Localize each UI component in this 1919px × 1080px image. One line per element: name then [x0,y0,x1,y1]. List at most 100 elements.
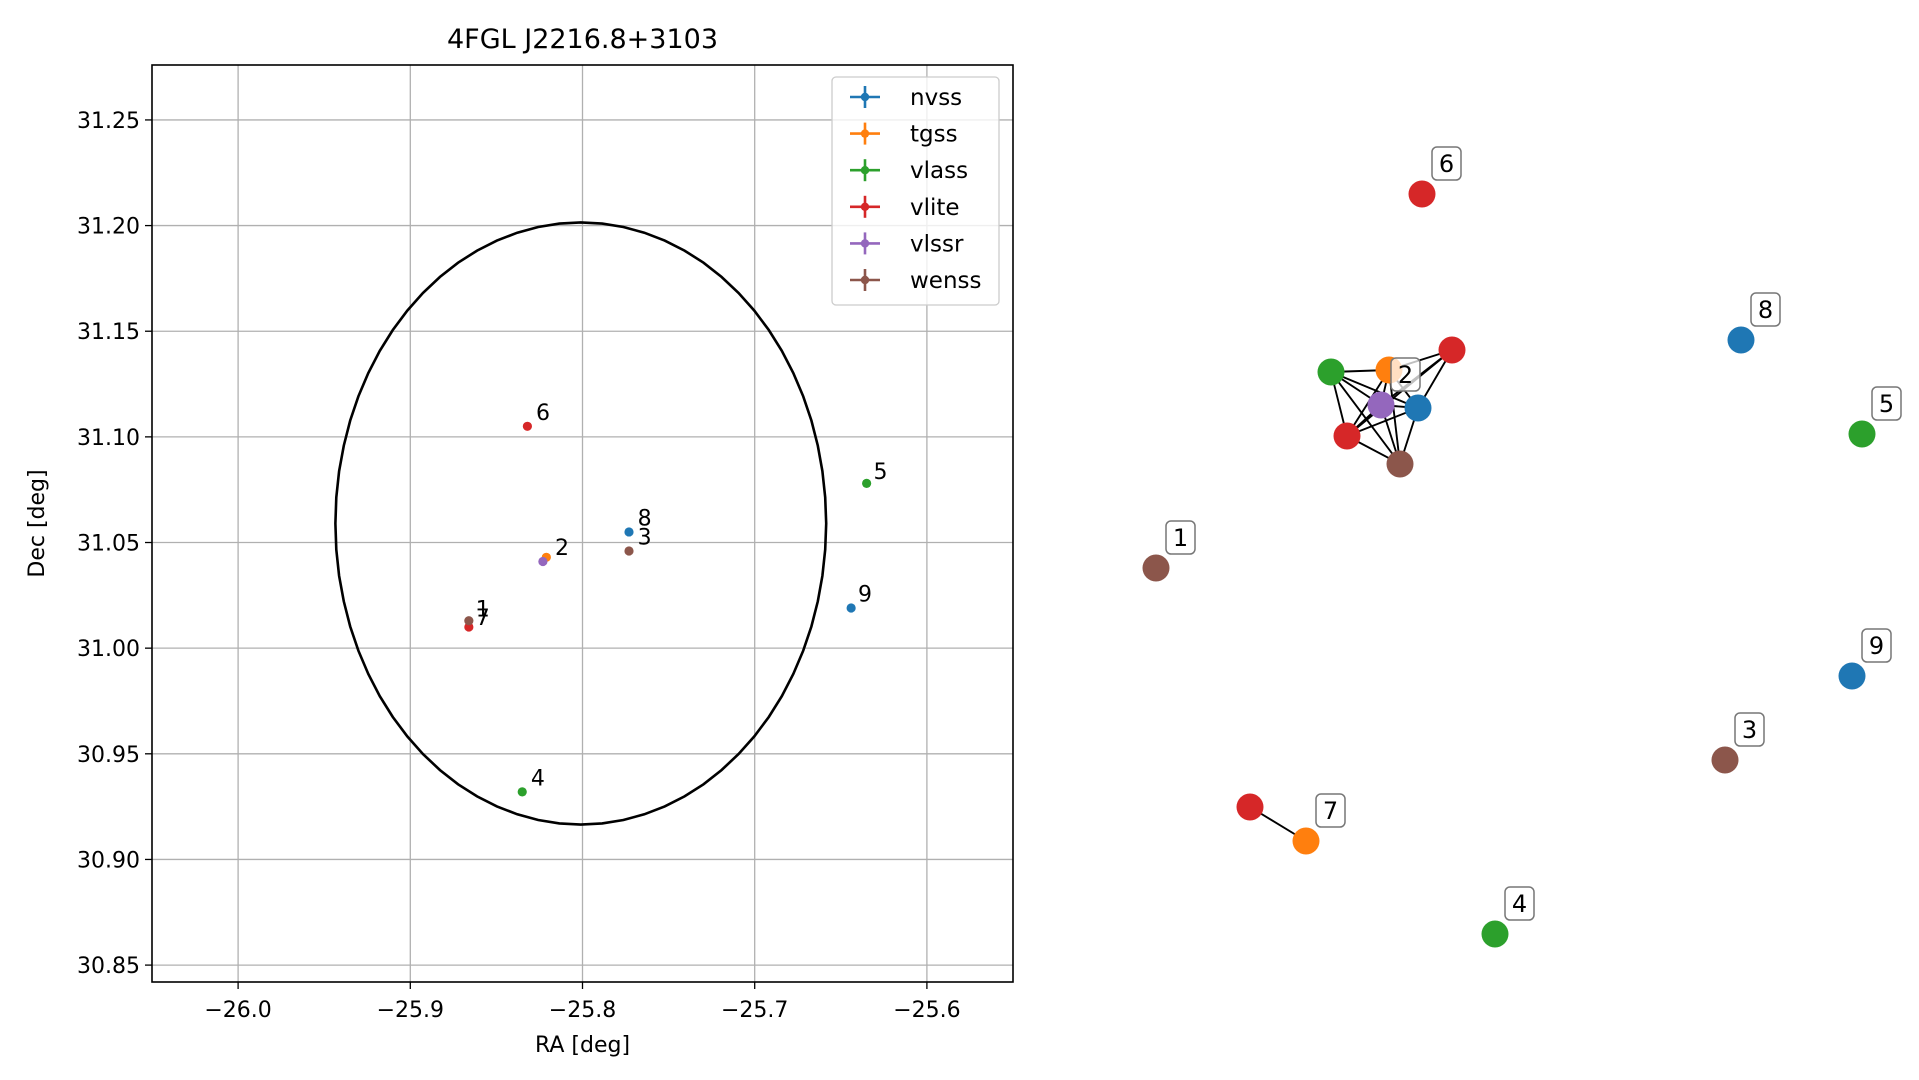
x-axis-label: RA [deg] [535,1033,630,1058]
legend-marker [860,129,870,138]
y-tick-label: 30.85 [77,954,140,979]
y-tick-label: 31.00 [77,637,140,662]
points-layer [464,421,872,797]
node-label-text: 7 [1323,797,1338,825]
node-label-text: 1 [1173,524,1188,552]
chart-title: 4FGL J2216.8+3103 [447,24,718,55]
y-axis-label: Dec [deg] [25,469,50,577]
network-node [1727,326,1755,354]
node-label-box [1390,357,1421,392]
node-label-box [1871,386,1902,421]
legend-marker [860,166,870,175]
legend-label: nvss [910,85,962,111]
legend-entries: nvss tgss vlass vlite vlssr wenss [850,85,982,294]
legend-entry-vlite: vlite [850,195,960,221]
node-label-box [1734,712,1765,747]
network-panel: 1 2 3 4 5 6 7 8 9 [1142,146,1902,948]
legend-entry-vlass: vlass [850,158,968,184]
y-tick-label: 31.05 [77,532,140,557]
y-tick-label: 31.25 [77,109,140,134]
node-label-box [1431,146,1462,181]
legend-entry-tgss: tgss [850,122,958,148]
y-tick-label: 30.95 [77,743,140,768]
point-annotation: 5 [874,460,888,485]
network-node [1142,554,1170,582]
data-point-vlass [862,478,872,488]
network-node [1236,793,1264,821]
network-edge [1346,349,1453,437]
legend-entry-vlssr: vlssr [850,231,964,257]
node-label-box [1315,793,1346,828]
point-annotation: 1 [476,597,490,622]
y-tick-label: 31.10 [77,426,140,451]
data-point-vlite [464,622,474,632]
legend-label: wenss [910,268,982,294]
data-point-vlite [522,421,532,431]
node-label-text: 4 [1512,890,1527,918]
point-annotation: 4 [531,767,545,792]
network-node [1367,391,1395,419]
error-circle [334,221,828,826]
x-tick-label: −25.9 [377,998,444,1023]
network-node [1292,827,1320,855]
data-point-wenss [624,546,634,556]
x-tick-label: −25.8 [549,998,616,1023]
circle-layer [334,221,828,826]
data-point-wenss [464,616,474,626]
scatter-panel: 6 5 83 2 9 17 4 −26.0 −25.9 −25.8 −25.7 −25.6 30.85… [25,24,1014,1058]
network-node [1481,920,1509,948]
node-label-8: 8 [1750,292,1781,327]
legend-entry-wenss: wenss [850,268,982,294]
x-tick-label: −26.0 [204,998,271,1023]
network-node [1438,336,1466,364]
point-annotation: 2 [555,536,569,561]
point-annotation: 3 [638,526,652,551]
data-point-vlass [517,787,527,797]
network-edge [1330,371,1419,409]
node-label-text: 3 [1742,716,1757,744]
node-label-7: 7 [1315,793,1346,828]
legend-marker [860,202,870,211]
y-tick-label: 31.15 [77,320,140,345]
node-label-box [1504,886,1535,921]
node-label-text: 5 [1879,390,1894,418]
node-label-text: 6 [1439,150,1454,178]
node-label-box [1750,292,1781,327]
node-label-9: 9 [1861,628,1892,663]
legend-marker [860,275,870,285]
x-tick-label: −25.6 [893,998,960,1023]
point-annotation: 6 [536,401,550,426]
network-node [1848,420,1876,448]
node-label-text: 8 [1758,296,1773,324]
node-label-text: 2 [1398,361,1413,389]
network-node [1317,358,1345,386]
node-label-1: 1 [1165,520,1196,555]
legend-label: vlssr [910,231,964,257]
x-tick-label: −25.7 [721,998,788,1023]
point-annotation: 8 [638,507,652,532]
y-tick-label: 30.90 [77,848,140,873]
legend-marker [860,92,870,102]
data-point-vlssr [538,556,548,567]
network-node [1408,180,1436,208]
network-node [1333,422,1361,450]
legend-marker [860,239,870,248]
point-annotation: 9 [858,583,872,608]
node-label-layer: 1 2 3 4 5 6 7 8 9 [1165,146,1902,921]
legend: nvss tgss vlass vlite vlssr wenss [831,76,1000,306]
network-node [1386,450,1414,478]
node-label-4: 4 [1504,886,1535,921]
data-point-nvss [846,603,856,613]
node-label-5: 5 [1871,386,1902,421]
node-label-box [1861,628,1892,663]
network-node [1404,394,1432,422]
tick-layer: −26.0 −25.9 −25.8 −25.7 −25.6 30.85 30.90 30.95… [77,109,961,1023]
node-label-3: 3 [1734,712,1765,747]
node-label-box [1165,520,1196,555]
legend-label: vlite [910,195,960,221]
legend-entry-nvss: nvss [850,85,962,111]
node-label-text: 9 [1869,632,1884,660]
data-point-nvss [624,527,634,537]
point-annotation: 7 [476,606,490,631]
